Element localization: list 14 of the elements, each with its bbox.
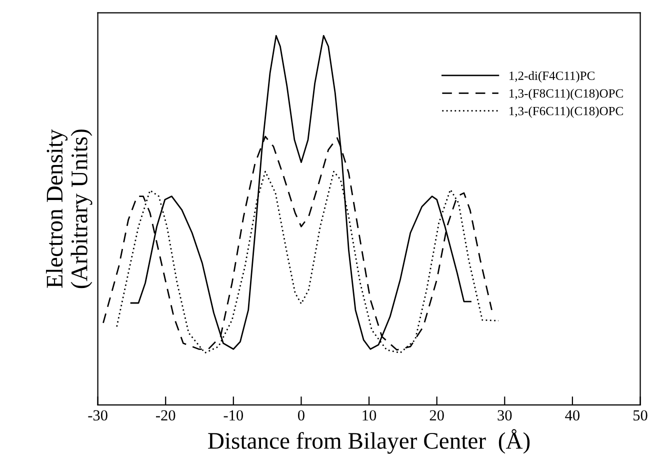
x-axis-title: Distance from Bilayer Center (Å) <box>208 429 530 454</box>
x-tick-label: 40 <box>565 410 580 421</box>
legend-label: 1,3-(F6C11)(C18)OPC <box>510 106 623 118</box>
legend-label: 1,3-(F8C11)(C18)OPC <box>510 88 623 100</box>
x-tick-label: -10 <box>224 410 244 421</box>
x-tick-label: -30 <box>88 410 108 421</box>
x-tick-label: 50 <box>634 410 648 421</box>
x-tick-label: 20 <box>430 410 444 421</box>
x-tick-label: 30 <box>498 410 512 421</box>
x-tick-label: 0 <box>298 410 304 421</box>
legend-label: 1,2-di(F4C11)PC <box>510 71 594 83</box>
x-tick-label: 10 <box>362 410 376 421</box>
x-tick-label: -20 <box>156 410 176 421</box>
y-axis-title: Electron Density (Arbitrary Units) <box>46 129 92 288</box>
